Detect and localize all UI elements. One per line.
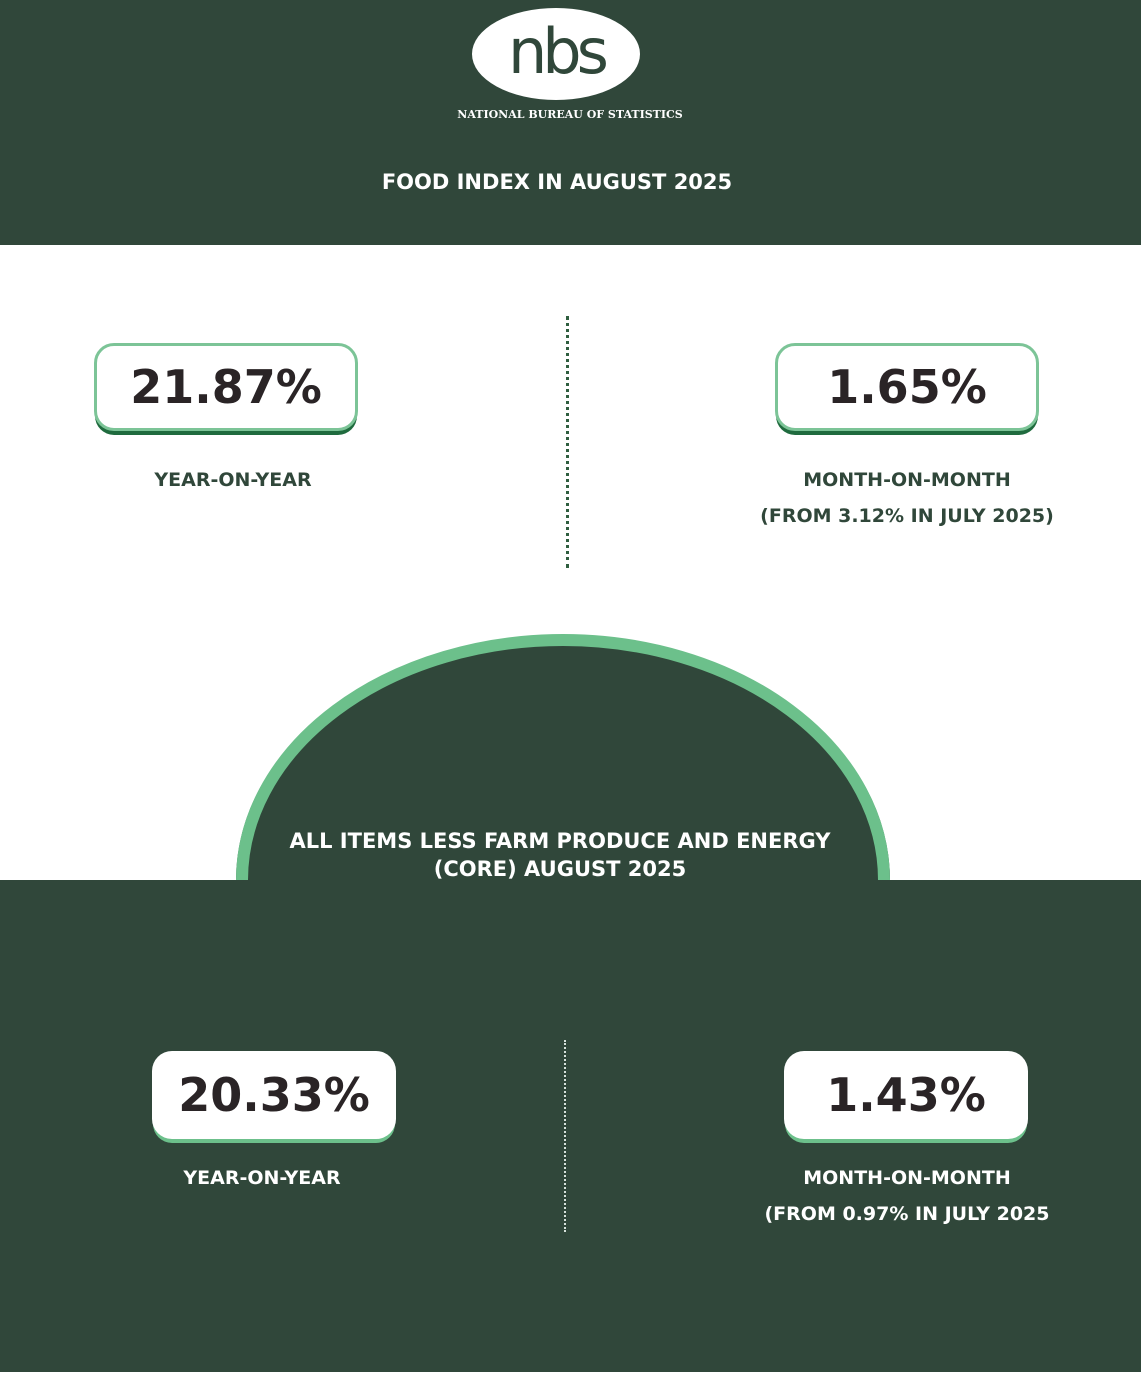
core-title-line1: ALL ITEMS LESS FARM PRODUCE AND ENERGY bbox=[289, 829, 831, 853]
core-mom-label: MONTH-ON-MONTH bbox=[803, 1167, 1011, 1189]
core-arc bbox=[236, 634, 890, 881]
food-yoy-label: YEAR-ON-YEAR bbox=[154, 469, 312, 491]
page-footer-strip bbox=[0, 1372, 1141, 1394]
core-yoy-label: YEAR-ON-YEAR bbox=[183, 1167, 341, 1189]
core-mom-note: (FROM 0.97% IN JULY 2025 bbox=[764, 1203, 1050, 1225]
core-title: ALL ITEMS LESS FARM PRODUCE AND ENERGY (… bbox=[250, 827, 870, 883]
core-title-line2: (CORE) AUGUST 2025 bbox=[433, 857, 687, 881]
food-mom-note: (FROM 3.12% IN JULY 2025) bbox=[760, 505, 1054, 527]
nbs-logo: nbs bbox=[472, 8, 640, 100]
logo-subtitle: NATIONAL BUREAU OF STATISTICS bbox=[457, 108, 683, 121]
core-divider bbox=[564, 1040, 566, 1232]
food-mom-label: MONTH-ON-MONTH bbox=[803, 469, 1011, 491]
core-mom-value: 1.43% bbox=[784, 1051, 1028, 1139]
header-banner: nbs NATIONAL BUREAU OF STATISTICS FOOD I… bbox=[0, 0, 1141, 245]
page-title: FOOD INDEX IN AUGUST 2025 bbox=[381, 170, 733, 194]
section-divider bbox=[566, 316, 569, 568]
food-yoy-value: 21.87% bbox=[94, 343, 358, 431]
core-yoy-value: 20.33% bbox=[152, 1051, 396, 1139]
food-mom-value: 1.65% bbox=[775, 343, 1039, 431]
logo-mark: nbs bbox=[508, 15, 609, 88]
